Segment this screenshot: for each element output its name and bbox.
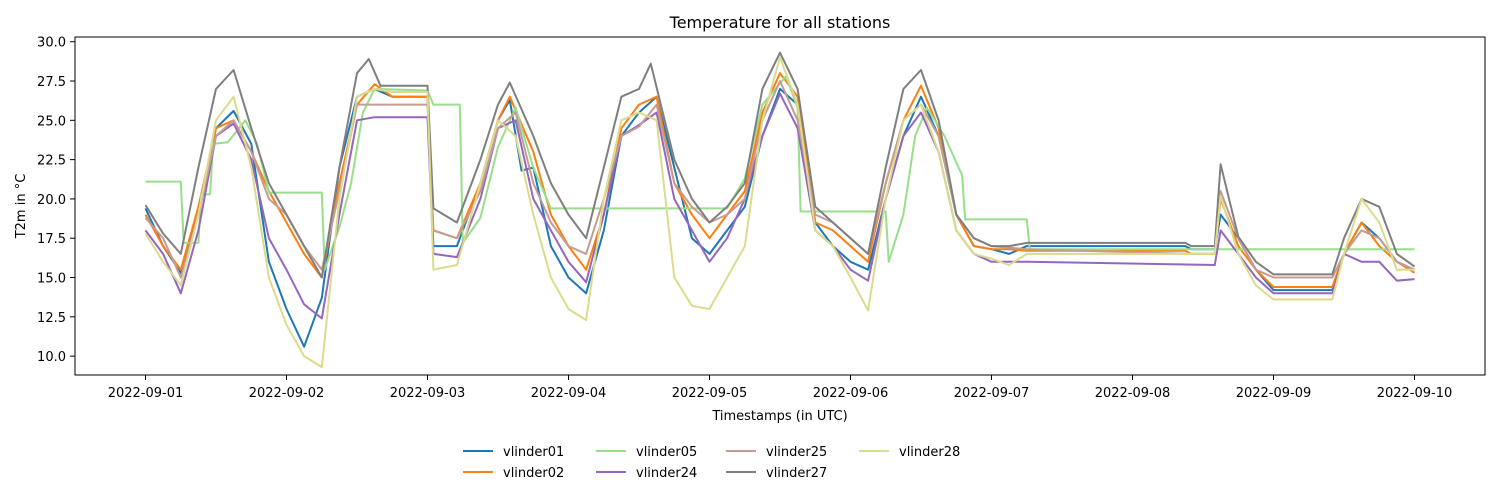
legend-label: vlinder02	[503, 466, 564, 481]
legend: vlinder01 vlinder02 vlinder05 vlinder24 vlin…	[463, 445, 960, 481]
y-tick-label: 20.0	[37, 193, 66, 208]
legend-label: vlinder27	[766, 466, 827, 481]
plot-area	[144, 51, 1416, 369]
legend-item-vlinder05: vlinder05	[596, 445, 697, 460]
series-line-vlinder28	[144, 56, 1415, 369]
x-tick-label: 2022-09-02	[249, 386, 325, 401]
legend-label: vlinder01	[503, 445, 564, 460]
x-tick-label: 2022-09-08	[1095, 386, 1171, 401]
series-line-vlinder05	[145, 75, 1415, 271]
y-tick-label: 30.0	[37, 36, 66, 51]
legend-label: vlinder25	[766, 445, 827, 460]
x-tick-label: 2022-09-09	[1236, 386, 1312, 401]
series-line-vlinder27	[144, 51, 1416, 279]
y-tick-label: 27.5	[37, 75, 66, 90]
legend-item-vlinder01: vlinder01	[463, 445, 564, 460]
legend-item-vlinder27: vlinder27	[726, 466, 827, 481]
legend-label: vlinder24	[636, 466, 697, 481]
x-axis-label: Timestamps (in UTC)	[711, 409, 847, 424]
y-tick-label: 15.0	[37, 272, 66, 287]
x-tick-label: 2022-09-03	[390, 386, 466, 401]
legend-label: vlinder05	[636, 445, 697, 460]
legend-item-vlinder24: vlinder24	[596, 466, 697, 481]
x-tick-label: 2022-09-04	[531, 386, 607, 401]
y-tick-label: 22.5	[37, 154, 66, 169]
y-axis-label: T2m in °C	[14, 174, 29, 240]
x-tick-label: 2022-09-06	[813, 386, 889, 401]
legend-label: vlinder28	[899, 445, 960, 460]
chart-title: Temperature for all stations	[669, 13, 891, 32]
legend-item-vlinder02: vlinder02	[463, 466, 564, 481]
axes-frame	[74, 36, 1486, 376]
x-tick-label: 2022-09-01	[108, 386, 184, 401]
legend-item-vlinder28: vlinder28	[859, 445, 960, 460]
x-tick-label: 2022-09-05	[672, 386, 748, 401]
series-line-vlinder24	[144, 92, 1415, 320]
y-tick-label: 17.5	[37, 232, 66, 247]
y-tick-label: 25.0	[37, 114, 66, 129]
x-tick-label: 2022-09-07	[954, 386, 1030, 401]
x-tick-label: 2022-09-10	[1377, 386, 1453, 401]
x-axis: 2022-09-01 2022-09-02 2022-09-03 2022-09-04…	[108, 375, 1453, 401]
y-tick-label: 12.5	[37, 311, 66, 326]
y-axis: 10.0 12.5 15.0 17.5 20.0 22.5 25.0 27.5 30.0	[37, 36, 75, 365]
y-tick-label: 10.0	[37, 350, 66, 365]
legend-item-vlinder25: vlinder25	[726, 445, 827, 460]
